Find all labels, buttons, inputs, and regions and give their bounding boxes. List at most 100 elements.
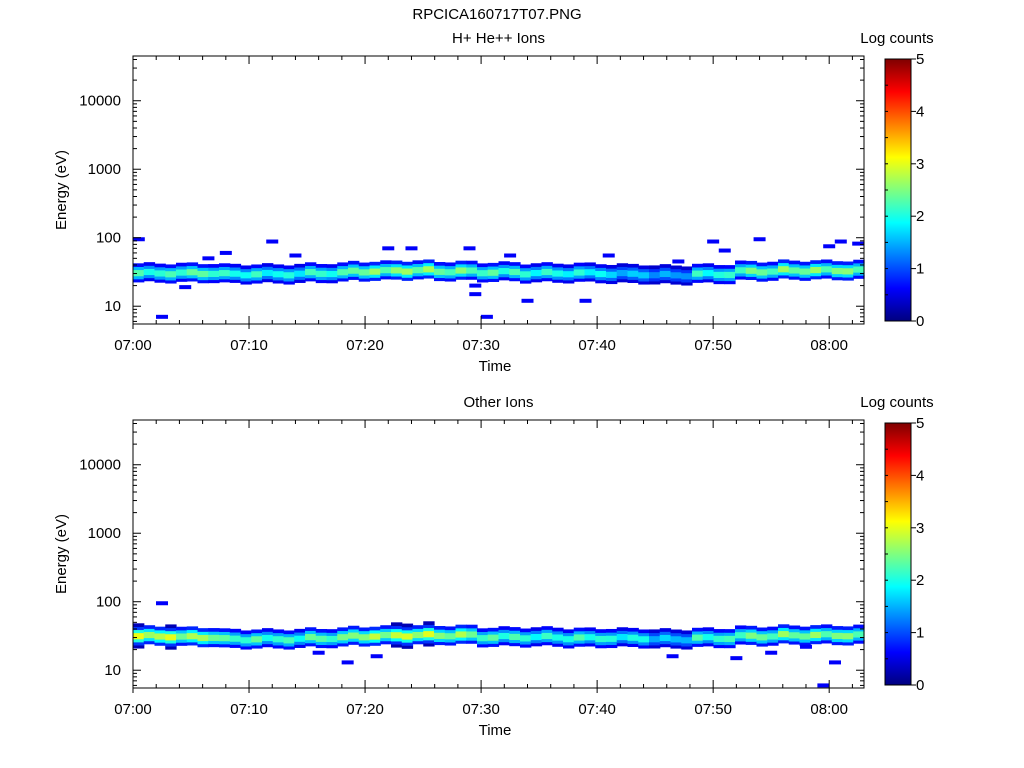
- heatmap-cell: [638, 274, 650, 279]
- heatmap-cell: [219, 637, 231, 642]
- heatmap-cell: [165, 624, 177, 629]
- heatmap-cell: [735, 628, 747, 633]
- heatmap-cell: [423, 636, 435, 641]
- heatmap-cell: [724, 280, 736, 285]
- heatmap-cell: [520, 628, 532, 633]
- heatmap-cell: [756, 627, 768, 632]
- heatmap-cell: [294, 273, 306, 277]
- heatmap-cell: [262, 263, 274, 267]
- heatmap-cell: [176, 278, 188, 282]
- heatmap-cell: [788, 640, 801, 645]
- heatmap-cell: [133, 626, 145, 631]
- heatmap-cell: [595, 632, 607, 636]
- heatmap-cell: [358, 636, 371, 641]
- heatmap-cell: [358, 262, 371, 267]
- heatmap-cell: [337, 627, 349, 632]
- heatmap-cell: [186, 262, 199, 267]
- heatmap-cell: [778, 639, 790, 644]
- heatmap-cell: [380, 625, 392, 629]
- heatmap-cell: [681, 630, 693, 635]
- heatmap-cell: [552, 636, 564, 641]
- heatmap-cell: [305, 639, 317, 644]
- heatmap-cell: [552, 276, 564, 280]
- heatmap-cell: [487, 643, 500, 647]
- heatmap-cell: [799, 629, 811, 634]
- heatmap-cell: [563, 270, 575, 275]
- heatmap-cell: [788, 634, 801, 639]
- heatmap-cell: [165, 267, 177, 272]
- x-tick-label: 08:00: [810, 337, 848, 354]
- heatmap-cell: [305, 271, 317, 276]
- heatmap-cell: [444, 268, 457, 273]
- heatmap-cell: [186, 638, 199, 643]
- y-tick-label: 10000: [79, 93, 121, 110]
- heatmap-cell: [380, 272, 392, 277]
- heatmap-cell: [412, 640, 424, 645]
- heatmap-cell: [369, 267, 381, 272]
- heatmap-cell: [477, 634, 489, 639]
- heatmap-cell: [208, 273, 220, 277]
- heatmap-cell: [552, 279, 564, 283]
- heatmap-cell: [681, 281, 693, 286]
- x-tick-label: 07:40: [578, 701, 616, 718]
- heatmap-cell: [670, 271, 682, 276]
- heatmap-cell: [326, 629, 338, 633]
- heatmap-cell: [487, 640, 500, 644]
- heatmap-cell: [520, 276, 532, 281]
- heatmap-cell: [283, 639, 295, 644]
- heatmap-cell: [348, 638, 360, 642]
- heatmap-cell: [713, 274, 725, 278]
- heatmap-cell: [401, 264, 414, 269]
- heatmap-cell: [348, 276, 360, 280]
- heatmap-cell: [821, 624, 833, 629]
- heatmap-cell: [767, 270, 779, 275]
- sparse-point: [341, 660, 354, 665]
- heatmap-cell: [509, 630, 521, 634]
- heatmap-cell: [563, 276, 575, 281]
- heatmap-cell: [606, 277, 618, 281]
- heatmap-cell: [391, 643, 403, 648]
- heatmap-cell: [391, 275, 403, 280]
- heatmap-cell: [315, 270, 328, 274]
- heatmap-cell: [186, 277, 199, 282]
- colorbar: Log counts 0 1 2 3 4 5: [860, 30, 933, 330]
- heatmap-cell: [756, 271, 768, 276]
- heatmap-cell: [541, 641, 553, 646]
- heatmap-cell: [444, 277, 457, 282]
- heatmap-cell: [595, 638, 607, 643]
- heatmap-cell: [692, 627, 704, 632]
- heatmap-cell: [670, 268, 682, 273]
- heatmap-cell: [133, 629, 145, 634]
- heatmap-cell: [767, 264, 779, 269]
- heatmap-cell: [724, 641, 736, 646]
- heatmap-cell: [509, 627, 521, 631]
- heatmap-cell: [509, 636, 521, 641]
- heatmap-cell: [692, 630, 704, 635]
- heatmap-cell: [401, 629, 414, 634]
- heatmap-cell: [219, 634, 231, 639]
- heatmap-cell: [455, 630, 467, 635]
- heatmap-cell: [573, 265, 586, 270]
- heatmap-cell: [563, 629, 575, 634]
- heatmap-cell: [788, 631, 801, 636]
- heatmap-cell: [380, 631, 392, 636]
- heatmap-cell: [584, 265, 596, 270]
- heatmap-cell: [455, 636, 467, 641]
- heatmap-cell: [530, 272, 543, 277]
- heatmap-cell: [477, 269, 489, 274]
- x-axis-label: Time: [479, 722, 512, 739]
- heatmap-cell: [778, 274, 790, 279]
- heatmap-cell: [401, 277, 414, 281]
- heatmap-cell: [143, 637, 156, 642]
- heatmap-cell: [649, 280, 661, 285]
- heatmap-cell: [584, 639, 596, 644]
- heatmap-cell: [563, 638, 575, 643]
- heatmap-cell: [229, 279, 242, 283]
- heatmap-cell: [133, 272, 145, 277]
- heatmap-cell: [853, 630, 865, 635]
- heatmap-cell: [563, 641, 575, 646]
- heatmap-cell: [197, 267, 209, 271]
- heatmap-cell: [326, 644, 338, 649]
- heatmap-cell: [767, 277, 779, 281]
- heatmap-cell: [423, 262, 435, 267]
